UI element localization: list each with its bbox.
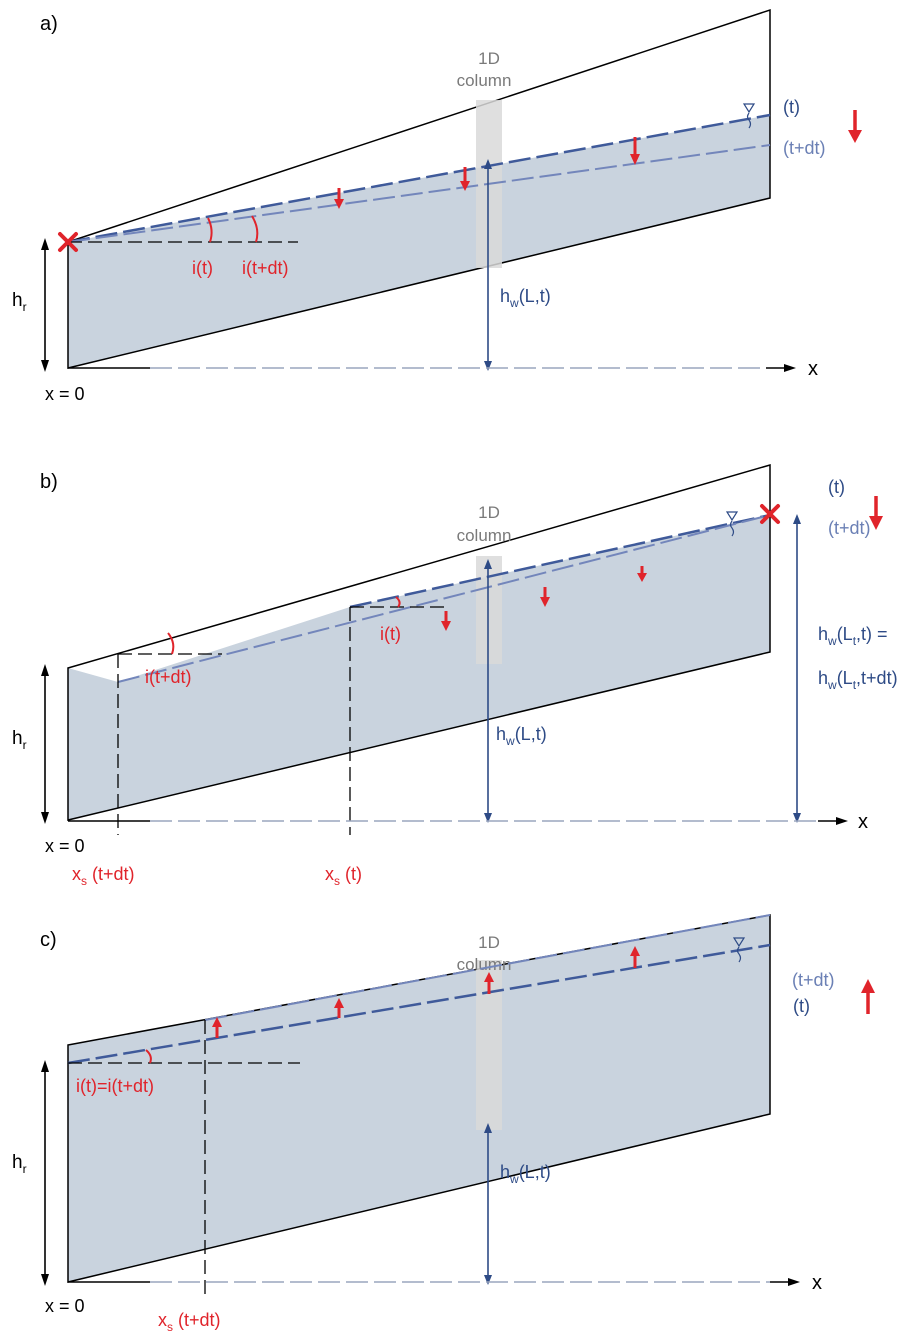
panel-b-xs-t-label: xs (t) bbox=[325, 864, 362, 888]
red-down-arrow-icon bbox=[848, 110, 862, 143]
panel-c-column-label-1: 1D bbox=[478, 933, 500, 952]
panel-a-water bbox=[68, 115, 770, 368]
panel-c-watertable-t bbox=[67, 943, 771, 1065]
panel-a-aquifer-outline bbox=[67, 8, 771, 369]
panel-c-label: c) bbox=[40, 929, 57, 951]
red-up-arrow-icon bbox=[861, 979, 875, 1014]
panel-b-x-label: x bbox=[858, 811, 868, 833]
red-down-arrow-icon bbox=[630, 137, 640, 165]
red-down-arrow-icon bbox=[637, 566, 647, 582]
panel-b-column-label-1: 1D bbox=[478, 503, 500, 522]
red-down-arrow-icon bbox=[334, 188, 344, 209]
panel-c-angle-arc bbox=[145, 1049, 152, 1064]
panel-b-xs-tdt-label: xs (t+dt) bbox=[72, 864, 135, 888]
panel-a-angle-arc-t bbox=[207, 217, 213, 243]
panel-b-angle-arc-t bbox=[395, 596, 401, 608]
water-table-symbol-icon bbox=[742, 103, 756, 129]
panel-c-t-label: (t) bbox=[793, 996, 810, 1016]
panel-c-hw-label: hw(L,t) bbox=[500, 1162, 551, 1186]
panel-b: b) 1D column i(t+dt) i(t) bbox=[12, 464, 898, 888]
panel-a: a) 1D column i(t) i(t+dt) bbox=[12, 8, 862, 404]
panel-a-hr-label: hr bbox=[12, 290, 27, 314]
panel-c-x-label: x bbox=[812, 1272, 822, 1294]
panel-a-column-label-1: 1D bbox=[478, 49, 500, 68]
panel-a-i-tdt: i(t+dt) bbox=[242, 258, 289, 278]
panel-b-t-label: (t) bbox=[828, 477, 845, 497]
panel-b-column-label-2: column bbox=[457, 526, 512, 545]
panel-a-watertable-t bbox=[67, 113, 771, 244]
panel-b-watertable-tdt bbox=[117, 514, 771, 683]
water-table-symbol-icon bbox=[732, 937, 746, 963]
panel-b-hw-label: hw(L,t) bbox=[496, 724, 547, 748]
panel-a-t-label: (t) bbox=[783, 97, 800, 117]
red-up-arrow-icon bbox=[484, 972, 494, 994]
panel-b-hr-label: hr bbox=[12, 728, 27, 752]
panel-b-tdt-label: (t+dt) bbox=[828, 518, 871, 538]
panel-b-label: b) bbox=[40, 471, 58, 493]
panel-c-xs-tdt-label: xs (t+dt) bbox=[158, 1310, 221, 1334]
panel-b-x0-label: x = 0 bbox=[45, 836, 85, 856]
panel-c: c) 1D column i(t)=i(t+dt) bbox=[12, 914, 875, 1334]
panel-b-watertable-t bbox=[349, 513, 771, 609]
panel-a-label: a) bbox=[40, 13, 58, 35]
panel-c-tdt-label: (t+dt) bbox=[792, 970, 835, 990]
red-down-arrow-icon bbox=[441, 611, 451, 631]
panel-c-column-label-2: column bbox=[457, 955, 512, 974]
panel-a-tdt-label: (t+dt) bbox=[783, 138, 826, 158]
panel-a-column-label-2: column bbox=[457, 71, 512, 90]
panel-c-x0-label: x = 0 bbox=[45, 1296, 85, 1316]
panel-a-hw-label: hw(L,t) bbox=[500, 286, 551, 310]
panel-b-hwlt-line1: hw(Lt,t) = bbox=[818, 624, 888, 648]
panel-c-water bbox=[68, 915, 770, 1282]
red-down-arrow-icon bbox=[869, 496, 883, 530]
red-up-arrow-icon bbox=[630, 946, 640, 968]
red-down-arrow-icon bbox=[460, 167, 470, 191]
red-x-marker-icon bbox=[760, 504, 780, 524]
panel-c-watertable-tdt bbox=[204, 914, 771, 1021]
panel-b-i-tdt: i(t+dt) bbox=[145, 667, 192, 687]
panel-c-hr-label: hr bbox=[12, 1152, 27, 1176]
red-x-marker-icon bbox=[58, 232, 78, 252]
red-down-arrow-icon bbox=[540, 587, 550, 607]
red-up-arrow-icon bbox=[212, 1017, 222, 1038]
panel-a-i-t: i(t) bbox=[192, 258, 213, 278]
panel-a-x0-label: x = 0 bbox=[45, 384, 85, 404]
panel-a-x-label: x bbox=[808, 358, 818, 380]
panel-c-i-eq: i(t)=i(t+dt) bbox=[76, 1076, 154, 1096]
panel-a-watertable-tdt bbox=[67, 144, 771, 243]
water-table-symbol-icon bbox=[725, 511, 739, 537]
panel-b-aquifer-outline bbox=[67, 464, 771, 821]
panel-b-angle-arc-tdt bbox=[167, 632, 175, 655]
panel-b-water bbox=[68, 515, 770, 820]
panel-a-angle-arc-tdt bbox=[251, 215, 259, 243]
panel-b-i-t: i(t) bbox=[380, 624, 401, 644]
panel-b-hwlt-line2: hw(Lt,t+dt) bbox=[818, 668, 898, 692]
red-up-arrow-icon bbox=[334, 998, 344, 1018]
panel-b-column bbox=[476, 556, 502, 664]
